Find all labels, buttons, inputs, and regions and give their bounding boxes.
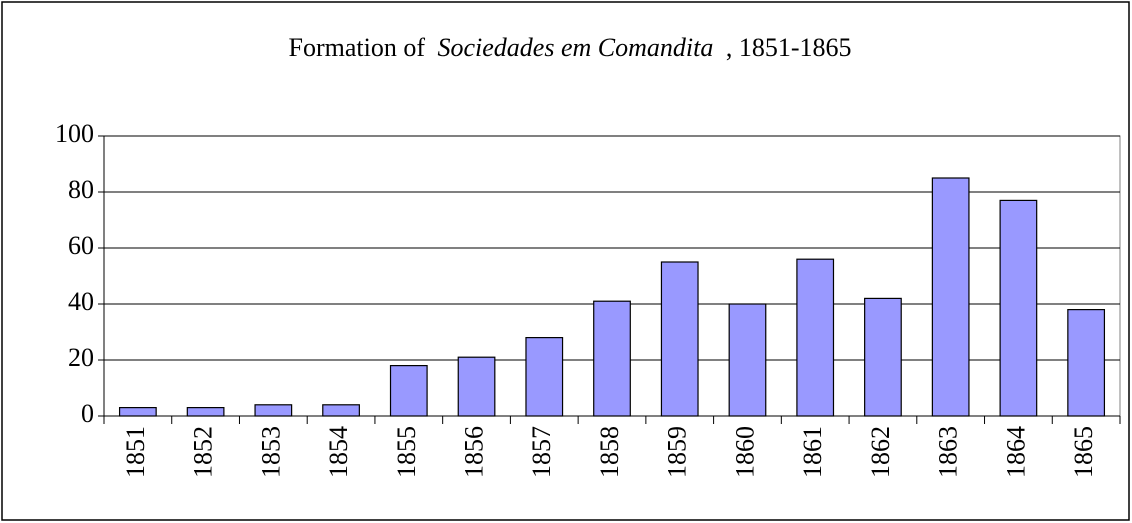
x-tick-label: 1865	[1069, 426, 1098, 478]
x-tick-label: 1854	[324, 426, 353, 478]
bar	[593, 300, 631, 417]
x-tick-label: 1855	[392, 426, 421, 478]
x-tick-label: 1862	[866, 426, 895, 478]
y-tick-label: 40	[68, 287, 94, 316]
bar	[457, 356, 496, 417]
x-tick-label: 1859	[663, 426, 692, 478]
x-tick-label: 1858	[595, 426, 624, 478]
x-tick-label: 1860	[730, 426, 759, 478]
bar	[931, 177, 970, 417]
x-tick-label: 1856	[460, 426, 489, 478]
bar	[864, 297, 902, 417]
title-part: , 1851-1865	[726, 33, 852, 62]
y-tick-label: 100	[55, 119, 94, 148]
x-tick-label: 1857	[527, 426, 556, 478]
y-tick-label: 20	[68, 343, 94, 372]
title-part: Formation of	[288, 33, 425, 62]
x-tick-label: 1863	[934, 426, 963, 478]
bar	[186, 407, 225, 417]
bar	[728, 303, 767, 417]
bar	[1067, 309, 1106, 417]
chart-title: Formation of Sociedades em Comandita , 1…	[288, 33, 851, 62]
title-italic: Sociedades em Comandita	[437, 33, 713, 62]
x-tick-label: 1864	[1001, 426, 1030, 478]
bar	[999, 199, 1038, 417]
bar	[796, 258, 835, 417]
x-tick-label: 1853	[256, 426, 285, 478]
x-tick-label: 1861	[798, 426, 827, 478]
x-tick-label: 1852	[189, 426, 218, 478]
y-tick-label: 80	[68, 175, 94, 204]
bar	[660, 261, 699, 417]
x-tick-label: 1851	[121, 426, 150, 478]
y-tick-label: 60	[68, 231, 94, 260]
bar	[525, 337, 564, 417]
y-tick-label: 0	[81, 399, 94, 428]
bar	[118, 407, 157, 417]
bar	[254, 404, 293, 417]
bar	[389, 365, 428, 417]
bar	[322, 404, 360, 417]
